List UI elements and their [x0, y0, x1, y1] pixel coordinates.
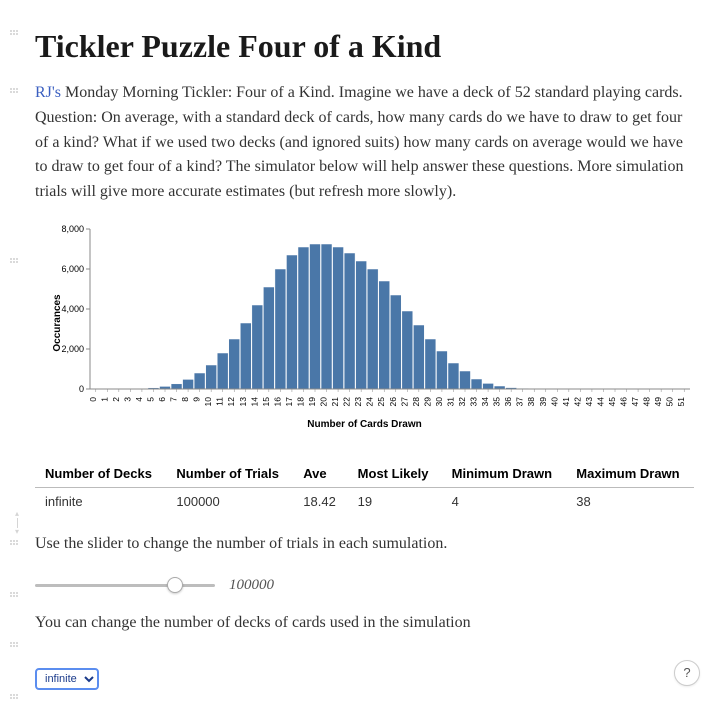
- help-button[interactable]: ?: [674, 660, 700, 686]
- cell-handle[interactable]: [10, 258, 20, 270]
- table-cell: 38: [566, 487, 694, 515]
- svg-text:30: 30: [434, 397, 444, 407]
- svg-text:16: 16: [272, 397, 282, 407]
- svg-text:12: 12: [226, 397, 236, 407]
- svg-text:42: 42: [572, 397, 582, 407]
- decks-note: You can change the number of decks of ca…: [35, 614, 694, 632]
- cell-handle[interactable]: [10, 592, 20, 604]
- svg-text:46: 46: [619, 397, 629, 407]
- svg-text:21: 21: [330, 397, 340, 407]
- svg-text:13: 13: [238, 397, 248, 407]
- svg-text:32: 32: [457, 397, 467, 407]
- svg-text:37: 37: [515, 397, 525, 407]
- table-header: Ave: [293, 460, 347, 488]
- svg-text:0: 0: [88, 397, 98, 402]
- svg-text:47: 47: [630, 397, 640, 407]
- svg-text:27: 27: [399, 397, 409, 407]
- svg-text:40: 40: [549, 397, 559, 407]
- svg-text:22: 22: [342, 397, 352, 407]
- svg-text:20: 20: [319, 397, 329, 407]
- svg-text:7: 7: [169, 397, 179, 402]
- svg-text:26: 26: [388, 397, 398, 407]
- table-row: infinite10000018.4219438: [35, 487, 694, 515]
- cell-handle[interactable]: [10, 88, 20, 100]
- svg-text:0: 0: [79, 384, 84, 394]
- svg-text:33: 33: [469, 397, 479, 407]
- svg-text:19: 19: [307, 397, 317, 407]
- svg-text:18: 18: [295, 397, 305, 407]
- slider-note: Use the slider to change the number of t…: [35, 535, 694, 553]
- svg-text:2,000: 2,000: [61, 344, 84, 354]
- svg-text:6,000: 6,000: [61, 264, 84, 274]
- svg-text:2: 2: [111, 397, 121, 402]
- svg-text:25: 25: [376, 397, 386, 407]
- intro-paragraph: RJ's Monday Morning Tickler: Four of a K…: [35, 81, 694, 205]
- svg-text:41: 41: [561, 397, 571, 407]
- slider-value-label: 100000: [229, 577, 274, 594]
- cell-handle[interactable]: [10, 694, 20, 706]
- svg-text:35: 35: [492, 397, 502, 407]
- svg-text:29: 29: [422, 397, 432, 407]
- svg-text:45: 45: [607, 397, 617, 407]
- page-title: Tickler Puzzle Four of a Kind: [35, 28, 694, 65]
- cell-handle[interactable]: [10, 540, 20, 552]
- table-header: Maximum Drawn: [566, 460, 694, 488]
- table-header: Most Likely: [348, 460, 442, 488]
- table-cell: 100000: [166, 487, 293, 515]
- svg-text:50: 50: [665, 397, 675, 407]
- svg-text:36: 36: [503, 397, 513, 407]
- table-header: Number of Decks: [35, 460, 166, 488]
- cell-handle[interactable]: [10, 642, 20, 654]
- slider-track: [35, 584, 215, 587]
- histogram-chart: Occurances 02,0004,0006,0008,00001234567…: [35, 223, 695, 423]
- chart-svg: 02,0004,0006,0008,0000123456789101112131…: [35, 223, 695, 423]
- svg-text:24: 24: [365, 397, 375, 407]
- svg-text:23: 23: [353, 397, 363, 407]
- svg-text:17: 17: [284, 397, 294, 407]
- resize-handle[interactable]: ▴▾: [14, 510, 20, 536]
- svg-text:44: 44: [595, 397, 605, 407]
- svg-text:34: 34: [480, 397, 490, 407]
- svg-text:49: 49: [653, 397, 663, 407]
- table-header: Number of Trials: [166, 460, 293, 488]
- table-cell: 19: [348, 487, 442, 515]
- table-cell: 18.42: [293, 487, 347, 515]
- svg-text:38: 38: [526, 397, 536, 407]
- cell-handle[interactable]: [10, 30, 20, 42]
- svg-text:14: 14: [249, 397, 259, 407]
- svg-text:3: 3: [122, 397, 132, 402]
- svg-text:48: 48: [642, 397, 652, 407]
- svg-text:1: 1: [99, 397, 109, 402]
- intro-text: Monday Morning Tickler: Four of a Kind. …: [35, 84, 683, 200]
- svg-text:51: 51: [676, 397, 686, 407]
- svg-text:5: 5: [145, 397, 155, 402]
- table-cell: 4: [442, 487, 567, 515]
- svg-text:43: 43: [584, 397, 594, 407]
- svg-text:15: 15: [261, 397, 271, 407]
- svg-text:31: 31: [445, 397, 455, 407]
- svg-text:39: 39: [538, 397, 548, 407]
- slider-thumb[interactable]: [167, 577, 183, 593]
- author-link[interactable]: RJ's: [35, 84, 61, 101]
- svg-text:28: 28: [411, 397, 421, 407]
- deck-count-select[interactable]: infinite: [35, 668, 99, 690]
- svg-text:8: 8: [180, 397, 190, 402]
- table-cell: infinite: [35, 487, 166, 515]
- stats-table: Number of DecksNumber of TrialsAveMost L…: [35, 460, 694, 515]
- svg-text:11: 11: [215, 397, 225, 406]
- svg-text:10: 10: [203, 397, 213, 407]
- svg-text:8,000: 8,000: [61, 224, 84, 234]
- svg-text:4,000: 4,000: [61, 304, 84, 314]
- y-axis-label: Occurances: [52, 294, 63, 351]
- svg-text:4: 4: [134, 397, 144, 402]
- table-header: Minimum Drawn: [442, 460, 567, 488]
- svg-text:9: 9: [192, 397, 202, 402]
- trials-slider[interactable]: [35, 577, 215, 593]
- svg-text:6: 6: [157, 397, 167, 402]
